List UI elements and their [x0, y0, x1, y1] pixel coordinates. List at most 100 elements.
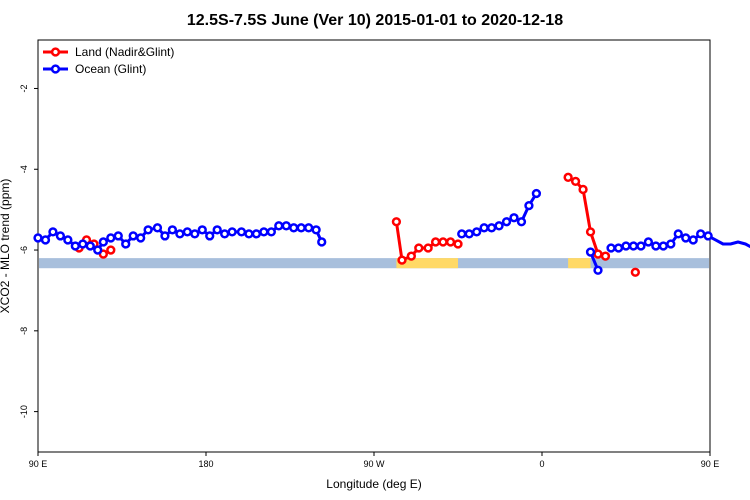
x-tick-label: 90 E — [29, 459, 48, 469]
data-point — [666, 239, 676, 249]
data-point — [593, 265, 603, 275]
data-point — [509, 213, 519, 223]
data-point — [197, 225, 207, 235]
data-point — [636, 241, 646, 251]
data-point — [317, 237, 327, 247]
data-point — [33, 233, 43, 243]
chart-title: 12.5S-7.5S June (Ver 10) 2015-01-01 to 2… — [187, 12, 563, 29]
data-point — [531, 188, 542, 199]
data-point — [212, 225, 222, 235]
x-tick-label: 180 — [198, 459, 213, 469]
strip-land — [396, 258, 458, 269]
data-point — [205, 231, 215, 241]
legend-marker — [50, 47, 61, 57]
data-point — [40, 235, 51, 245]
data-point — [643, 237, 654, 247]
data-point — [423, 243, 433, 253]
y-tick-label: -4 — [19, 165, 29, 173]
legend-item: Land (Nadir&Glint) — [43, 45, 174, 59]
legend-marker — [50, 64, 61, 74]
data-point — [516, 217, 527, 227]
data-point — [106, 245, 116, 255]
data-point — [563, 172, 573, 182]
legend-label: Land (Nadir&Glint) — [75, 45, 174, 59]
legend-item: Ocean (Glint) — [43, 62, 146, 76]
data-point — [311, 225, 321, 235]
data-point — [613, 243, 624, 253]
data-point — [281, 221, 291, 231]
data-point — [486, 223, 497, 233]
legend-label: Ocean (Glint) — [75, 62, 146, 76]
x-axis: 90 E 180 90 W 0 90 E — [29, 452, 720, 469]
data-point — [98, 237, 108, 247]
data-point — [391, 217, 402, 227]
data-point — [274, 221, 284, 231]
data-point — [681, 233, 691, 243]
plot-area — [33, 39, 750, 453]
data-point — [289, 223, 299, 233]
x-tick-label: 90 W — [363, 459, 385, 469]
series-layer — [33, 172, 750, 277]
data-point — [182, 227, 192, 237]
data-point — [578, 184, 588, 195]
data-point — [106, 233, 116, 243]
data-point — [673, 229, 683, 239]
data-point — [236, 227, 247, 237]
data-point — [259, 227, 269, 237]
data-point — [585, 227, 596, 237]
y-tick-label: -8 — [19, 327, 29, 335]
x-tick-label: 0 — [539, 459, 544, 469]
strip-ocean — [39, 258, 709, 269]
legend: Land (Nadir&Glint) Ocean (Glint) — [43, 45, 174, 76]
data-point — [128, 231, 138, 241]
data-point — [651, 241, 661, 251]
data-point — [621, 241, 631, 251]
data-point — [414, 243, 424, 253]
data-point — [464, 229, 474, 239]
data-point — [251, 229, 262, 239]
data-point — [438, 237, 448, 247]
data-point — [457, 229, 467, 239]
data-point — [397, 255, 407, 265]
x-tick-label: 90 E — [701, 459, 720, 469]
data-point — [696, 229, 706, 239]
y-tick-label: -10 — [19, 405, 29, 418]
data-point — [606, 243, 616, 253]
data-point — [445, 237, 456, 247]
data-point — [524, 200, 534, 211]
data-point — [570, 176, 581, 187]
y-tick-label: -6 — [19, 246, 29, 254]
data-point — [63, 235, 73, 245]
data-point — [190, 229, 200, 239]
data-point — [472, 227, 482, 237]
data-point — [453, 239, 463, 249]
data-point — [304, 223, 314, 233]
data-point — [143, 225, 153, 235]
series-ocean — [33, 188, 750, 275]
data-point — [48, 227, 58, 237]
x-axis-label: Longitude (deg E) — [326, 477, 421, 491]
y-axis-label: XCO2 - MLO trend (ppm) — [0, 179, 12, 314]
data-point — [227, 227, 237, 237]
data-point — [220, 229, 230, 239]
data-point — [121, 239, 131, 249]
data-point — [266, 227, 276, 237]
data-point — [585, 247, 596, 257]
series-land — [74, 172, 640, 277]
data-point — [152, 223, 163, 233]
data-point — [167, 225, 178, 235]
data-point — [55, 231, 66, 241]
data-point — [479, 223, 489, 233]
data-point — [600, 251, 611, 261]
data-point — [494, 221, 504, 231]
data-point — [593, 249, 603, 259]
data-point — [93, 245, 103, 255]
data-point — [406, 251, 416, 261]
data-point — [85, 241, 95, 251]
data-point — [175, 229, 185, 239]
data-point — [430, 237, 441, 247]
map-strip — [39, 258, 709, 269]
data-point — [628, 241, 639, 251]
y-axis: -2 -4 -6 -8 -10 — [19, 84, 38, 418]
